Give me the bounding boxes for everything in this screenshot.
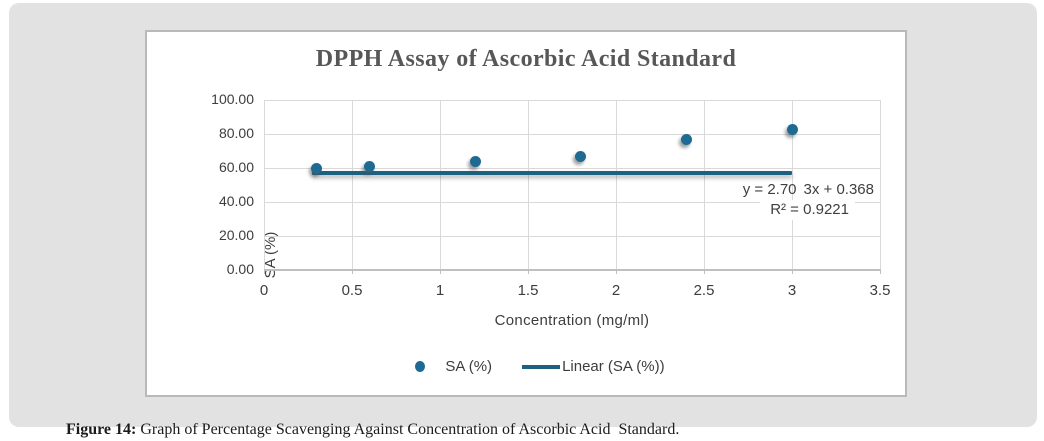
x-axis-tick-mark [440, 270, 441, 274]
x-tick-label: 2 [611, 282, 621, 299]
x-axis-tick-mark [704, 270, 705, 274]
horizontal-gridline [264, 202, 880, 203]
x-axis-title: Concentration (mg/ml) [494, 312, 650, 329]
figure-panel: DPPH Assay of Ascorbic Acid Standard SA … [9, 3, 1037, 438]
vertical-gridline [528, 100, 529, 270]
data-point [364, 160, 376, 172]
x-axis-tick-mark [880, 270, 881, 274]
y-tick-label: 60.00 [218, 159, 254, 175]
trendline-swatch-icon [522, 364, 561, 369]
vertical-gridline [880, 100, 881, 270]
horizontal-gridline [264, 134, 880, 135]
chart-title: DPPH Assay of Ascorbic Acid Standard [315, 46, 737, 72]
x-axis-tick-mark [352, 270, 353, 274]
vertical-gridline [264, 100, 265, 270]
x-axis-line [264, 269, 881, 271]
trendline-equation: y = 2.70 3x + 0.368 R² = 0.9221 [743, 180, 875, 220]
legend-series-label: SA (%) [445, 358, 493, 375]
series-marker-swatch-icon [415, 361, 426, 372]
r-squared-line: R² = 0.9221 [743, 200, 875, 220]
data-point [575, 150, 587, 162]
y-tick-label: 20.00 [218, 227, 254, 243]
x-axis-tick-mark [616, 270, 617, 274]
equation-left-text: y = 2.70 [742, 181, 797, 198]
figure-caption-text: Graph of Percentage Scavenging Against C… [136, 421, 680, 438]
figure-caption-label: Figure 14: [66, 421, 137, 438]
y-tick-label: 40.00 [218, 193, 254, 209]
data-point [786, 124, 798, 136]
horizontal-gridline [264, 236, 880, 237]
vertical-gridline [792, 100, 793, 270]
vertical-gridline [704, 100, 705, 270]
horizontal-gridline [264, 168, 880, 169]
x-tick-label: 1 [435, 282, 445, 299]
x-tick-label: 0.5 [341, 282, 363, 299]
data-point [311, 163, 323, 175]
y-tick-label: 100.00 [211, 91, 254, 107]
vertical-gridline [440, 100, 441, 270]
x-tick-label: 1.5 [517, 282, 539, 299]
data-point [469, 155, 481, 167]
horizontal-gridline [264, 100, 880, 101]
plot-area: SA (%) Concentration (mg/ml) y = 2.70 3x … [211, 91, 890, 329]
data-point [680, 134, 692, 146]
x-axis-tick-mark [264, 270, 265, 274]
trendline [311, 170, 792, 175]
x-axis-tick-mark [528, 270, 529, 274]
legend-trendline-label: Linear (SA (%)) [562, 358, 665, 375]
x-tick-label: 0 [259, 282, 269, 299]
vertical-gridline [616, 100, 617, 270]
equation-line: y = 2.70 3x + 0.368 [743, 180, 875, 200]
y-tick-label: 80.00 [218, 125, 254, 141]
x-axis-tick-mark [792, 270, 793, 274]
chart-card: DPPH Assay of Ascorbic Acid Standard SA … [145, 30, 907, 397]
x-tick-label: 3 [787, 282, 797, 299]
r-squared-text: R² = 0.9221 [760, 200, 855, 220]
x-tick-label: 3.5 [869, 282, 891, 299]
x-tick-label: 2.5 [693, 282, 715, 299]
equation-right-text: 3x + 0.368 [802, 181, 875, 198]
figure-caption: Figure 14: Graph of Percentage Scavengin… [42, 403, 679, 441]
chart-legend: SA (%) Linear (SA (%)) [161, 358, 919, 375]
y-tick-label: 0.00 [226, 261, 254, 277]
vertical-gridline [352, 100, 353, 270]
